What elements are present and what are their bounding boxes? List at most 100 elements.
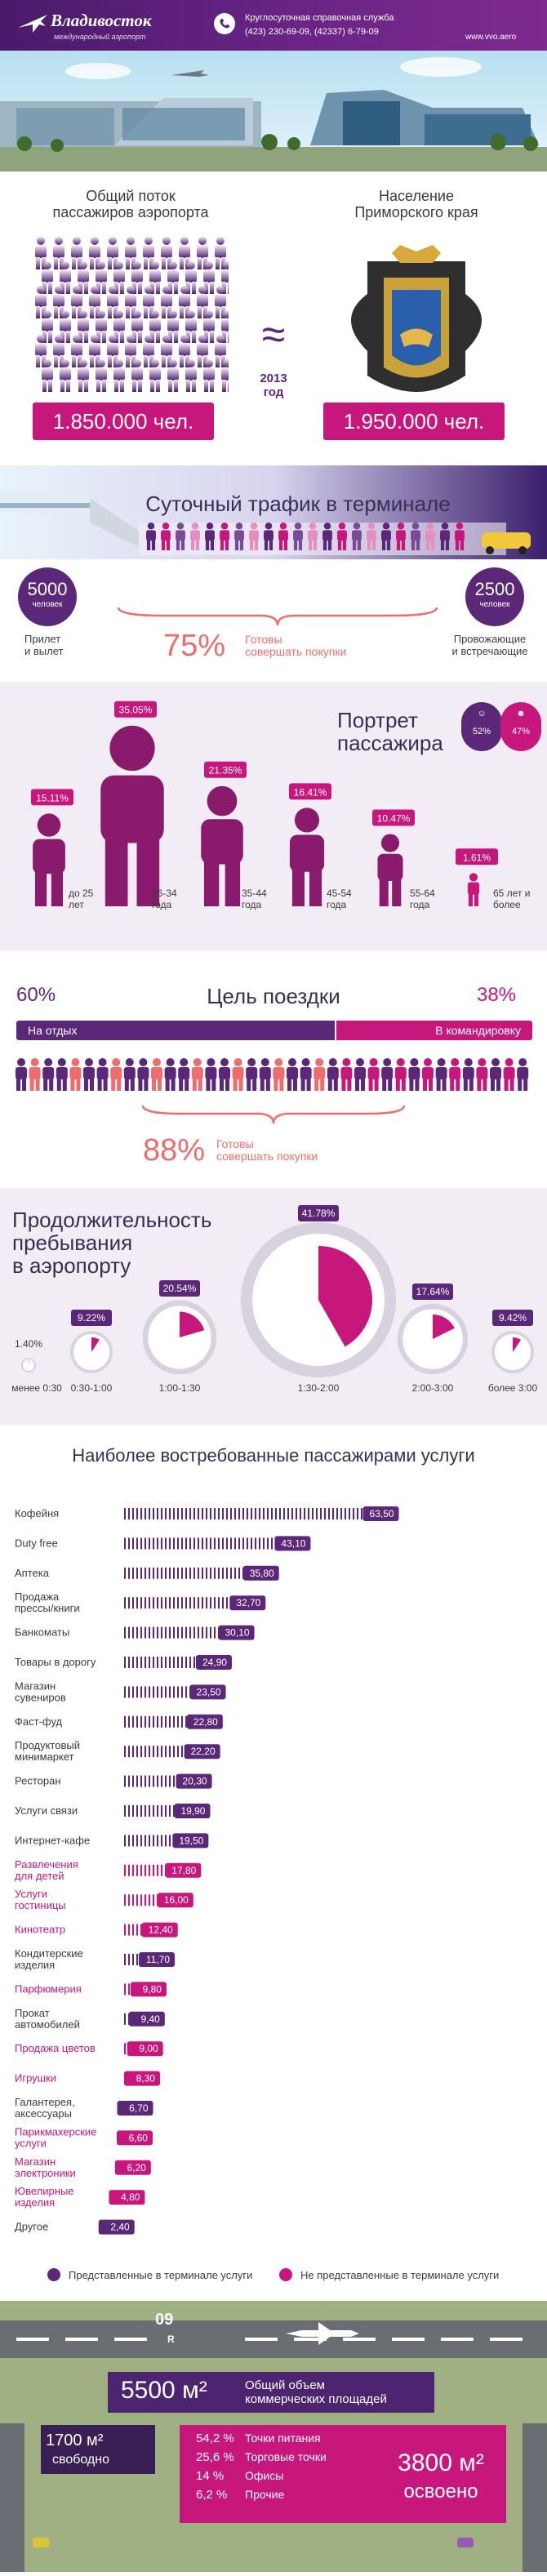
- business-bar: В командировку: [336, 1021, 532, 1040]
- duration-category-label: менее 0:30: [11, 1382, 62, 1394]
- airplane-logo-icon: [18, 15, 47, 33]
- traveler-icon: [490, 1058, 501, 1091]
- service-value-label: 8,30: [136, 2073, 156, 2084]
- terminal-illustration: [0, 57, 547, 171]
- traveler-icon: [69, 1058, 82, 1091]
- service-bar: [124, 1862, 202, 1878]
- total-area-value: 5500 м²: [121, 2377, 207, 2404]
- service-value-label: 2,40: [110, 2222, 130, 2233]
- age-value-label: 15.11%: [36, 792, 69, 803]
- crowd-person-icon: [215, 286, 226, 318]
- service-bar: [124, 1773, 212, 1789]
- free-area-value: 1700 м²: [46, 2431, 104, 2449]
- age-category-label: 35-44: [242, 888, 267, 899]
- duration-slice: [180, 1311, 205, 1337]
- curly-brace-icon-2: [141, 1105, 406, 1124]
- crowd-person-icon: [221, 310, 229, 343]
- age-bar-person: [100, 725, 164, 906]
- age-label-bg: [456, 848, 498, 865]
- age-category-label: до 25: [69, 888, 94, 899]
- crowd-person-icon: [60, 359, 71, 392]
- age-portrait-chart: 15.11%до 25лет35.05%26-34года21.35%35-44…: [31, 701, 531, 910]
- crowd-person-icon: [167, 310, 179, 343]
- service-label: Фаст-фуд: [15, 1715, 63, 1728]
- service-label: Парикмахерские: [15, 2125, 96, 2138]
- trip-purpose-title: Цель поездки: [207, 984, 340, 1008]
- traveler-icon: [300, 1058, 312, 1091]
- age-category-label: года: [327, 899, 347, 910]
- services-chart: Кофейня 63,50 Duty free 43,10 Аптека 35,80 Про…: [15, 1506, 399, 2235]
- service-label: Duty free: [15, 1537, 58, 1549]
- crowd-person-icon: [215, 237, 226, 269]
- runway-letter: R: [167, 2334, 175, 2345]
- used-area-value: 3800 м²: [398, 2449, 484, 2476]
- website-link[interactable]: www.vvo.aero: [465, 33, 517, 42]
- service-label: изделия: [15, 1959, 55, 1971]
- service-value-label: 43,10: [281, 1537, 305, 1549]
- age-category-label: 55-64: [410, 888, 435, 899]
- coat-of-arms-icon: [351, 245, 482, 392]
- age-category-label: лет: [69, 899, 84, 910]
- service-bar: [124, 1952, 176, 1967]
- crowd-person-icon: [197, 237, 208, 269]
- legend-absent-label: Не представленные в терминале услуги: [300, 2269, 500, 2281]
- duration-value-label: 1.40%: [15, 1338, 42, 1350]
- total-area-caption: Общий объем коммерческих площадей: [245, 2378, 387, 2406]
- traveler-icon: [178, 1058, 190, 1091]
- service-bar: [123, 2071, 160, 2086]
- service-label: Парфюмерия: [15, 1982, 82, 1995]
- traveler-icon: [246, 1058, 258, 1091]
- age-value-label: 16.41%: [294, 786, 327, 798]
- traveler-icon: [422, 1058, 434, 1091]
- leisure-percent: 60%: [16, 984, 56, 1006]
- traveler-icon: [83, 1058, 95, 1091]
- service-bar: [124, 1506, 399, 1521]
- service-label: Другое: [15, 2221, 48, 2233]
- crowd-person-icon: [96, 261, 107, 294]
- age-bar-person: [377, 834, 403, 906]
- crowd-person-icon: [71, 237, 82, 269]
- service-label: услуги: [15, 2137, 47, 2149]
- passenger-flow-value: 1.850.000 чел.: [33, 403, 214, 440]
- age-category-label: года: [152, 899, 172, 910]
- walker-person-icon: [337, 523, 347, 550]
- traveler-icon: [96, 1058, 109, 1091]
- traveler-icon: [42, 1058, 55, 1091]
- age-category-label: 45-54: [327, 888, 352, 899]
- service-label: сувениров: [15, 1691, 66, 1703]
- crowd-person-icon: [179, 237, 190, 269]
- trip-purpose-people-icons: [16, 1058, 529, 1091]
- crowd-person-icon: [131, 359, 143, 392]
- walker-person-icon: [278, 523, 288, 550]
- crowd-person-icon: [107, 237, 118, 269]
- service-bar: [98, 2219, 135, 2235]
- crowd-person-icon: [53, 286, 64, 318]
- traveler-icon: [367, 1058, 380, 1091]
- walker-person-icon: [381, 523, 391, 550]
- crowd-person-icon: [113, 310, 125, 343]
- crowd-person-icon: [167, 359, 179, 392]
- female-share-badge: ☺ 52%: [461, 702, 502, 751]
- traveler-icon: [340, 1058, 353, 1091]
- duration-label-bg: [71, 1310, 112, 1326]
- service-bar: [116, 2130, 153, 2146]
- crowd-person-icon: [143, 335, 154, 367]
- crowd-illustration: [35, 237, 229, 392]
- age-value-label: 1.61%: [463, 852, 491, 863]
- traveler-icon: [287, 1058, 298, 1091]
- age-label-bg: [31, 789, 73, 806]
- duration-category-label: 1:30-2:00: [298, 1382, 340, 1394]
- age-category-label: года: [410, 899, 430, 910]
- service-label: Услуги связи: [15, 1804, 78, 1817]
- logo-title[interactable]: Владивосток: [51, 11, 152, 30]
- phone-numbers[interactable]: (423) 230-69-09, (42337) 6-79-09: [245, 27, 379, 37]
- service-bar: [124, 1565, 279, 1581]
- service-value-label: 6,20: [127, 2162, 147, 2173]
- duration-slice: [318, 1246, 372, 1347]
- male-share-badge: ☻ 47%: [500, 702, 541, 751]
- service-label: прессы/книги: [15, 1602, 80, 1614]
- crowd-person-icon: [161, 335, 172, 367]
- traveler-icon: [273, 1058, 285, 1091]
- crowd-person-icon: [42, 359, 53, 392]
- service-value-label: 12,40: [149, 1924, 173, 1936]
